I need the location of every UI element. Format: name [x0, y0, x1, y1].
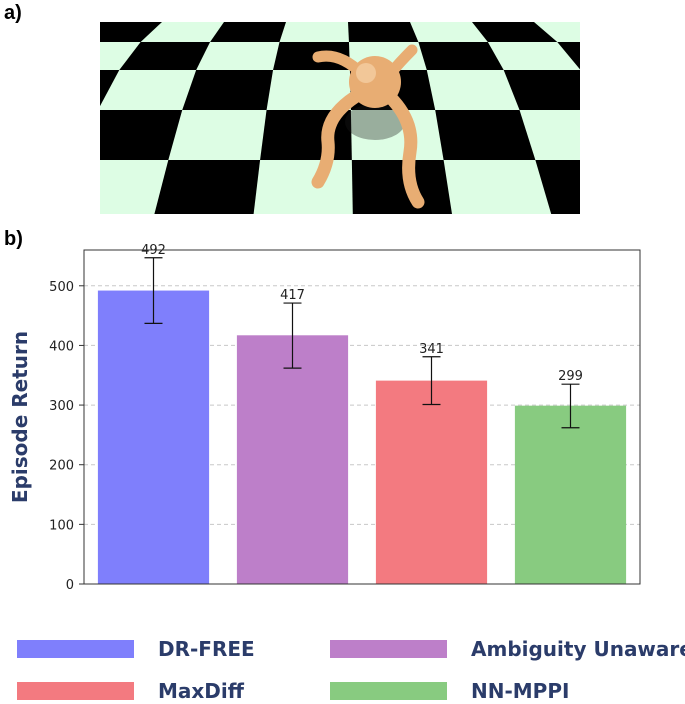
floor-tile-dark [535, 160, 580, 214]
legend-item-ambiguity-unaware: Ambiguity Unaware [330, 637, 685, 661]
bar-maxdiff [375, 380, 488, 584]
checkerboard-floor [100, 22, 580, 214]
robot-body-highlight [356, 63, 376, 83]
robot-leg-front-right [383, 90, 425, 209]
floor-tile-dark [273, 42, 350, 70]
legend-label-dr-free: DR-FREE [158, 637, 255, 661]
legend-label-ambiguity-unaware: Ambiguity Unaware [471, 637, 685, 661]
bar-ambiguity-unaware [236, 335, 349, 584]
floor-tile-dark [348, 22, 419, 42]
legend-swatch-ambiguity-unaware [330, 640, 447, 658]
bar-nn-mppi [514, 405, 627, 584]
legend-label-maxdiff: MaxDiff [158, 679, 244, 703]
floor-tile-dark [503, 70, 580, 110]
y-tick-label: 500 [49, 280, 74, 295]
floor-tile-dark [557, 42, 580, 70]
legend-swatch-dr-free [17, 640, 134, 658]
y-tick-label: 400 [49, 339, 74, 354]
y-tick-label: 100 [49, 518, 74, 533]
bar-dr-free [97, 290, 210, 584]
robot-shadow [345, 104, 405, 140]
legend-swatch-nn-mppi [330, 682, 447, 700]
y-axis-ticks: 0 100 200 300 400 500 [49, 280, 84, 593]
floor-tile-dark [182, 70, 274, 110]
floor-tile-dark [100, 110, 183, 160]
robot-leg-front-left [311, 90, 362, 189]
floor-tile-dark [472, 22, 558, 42]
y-tick-label: 300 [49, 399, 74, 414]
legend-item-dr-free: DR-FREE [17, 637, 255, 661]
floor-tile-dark [435, 110, 536, 160]
legend-label-nn-mppi: NN-MPPI [471, 679, 570, 703]
panel-label-a: a) [4, 2, 22, 24]
floor-tile-dark [351, 160, 452, 214]
plot-frame [83, 249, 641, 585]
floor-tile-dark [154, 160, 261, 214]
data-label: 417 [280, 288, 305, 303]
floor-tile-dark [210, 22, 286, 42]
legend-swatch-maxdiff [17, 682, 134, 700]
robot-simulation-image [100, 22, 580, 214]
floor-tile-dark [100, 70, 120, 107]
legend-item-nn-mppi: NN-MPPI [330, 679, 569, 703]
legend: DR-FREE Ambiguity Unaware MaxDiff NN-MPP… [0, 600, 685, 704]
data-label: 299 [558, 369, 583, 384]
bars [97, 290, 627, 584]
error-bars [144, 257, 580, 429]
floor-tile-dark [119, 42, 211, 70]
robot-body [349, 56, 401, 108]
y-axis-label: Episode Return [8, 331, 32, 503]
y-tick-label: 0 [66, 578, 74, 593]
data-label: 341 [419, 342, 444, 357]
robot [311, 44, 425, 209]
y-tick-label: 200 [49, 459, 74, 474]
floor-tile-dark [100, 22, 162, 42]
floor-tile-dark [418, 42, 504, 70]
legend-item-maxdiff: MaxDiff [17, 679, 244, 703]
panel-label-b: b) [4, 228, 23, 250]
